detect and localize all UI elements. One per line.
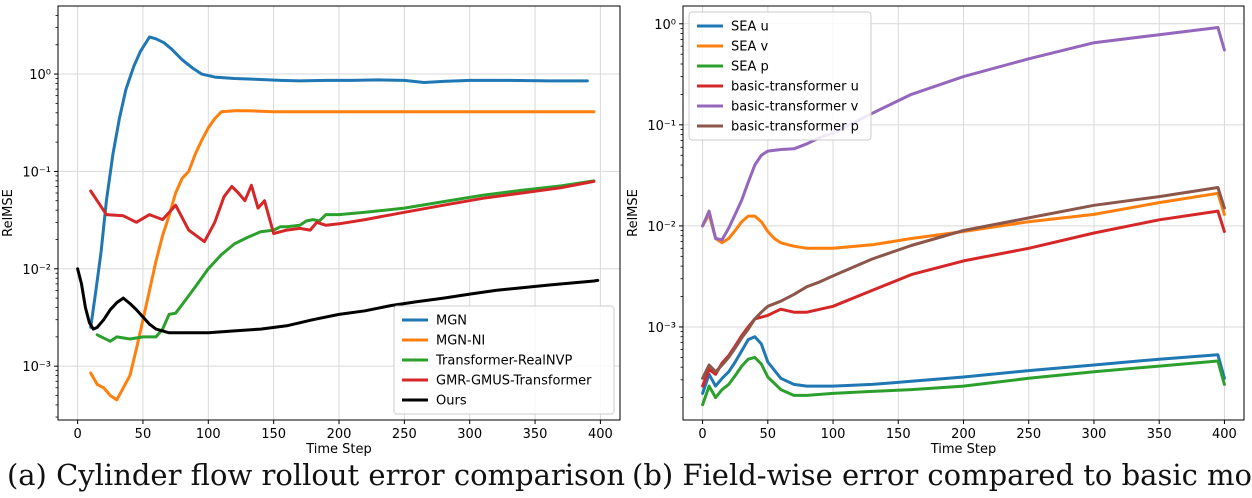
- legend-label-ours: Ours: [436, 394, 467, 409]
- legend-label-basic-transformer-v: basic-transformer v: [731, 100, 859, 115]
- y-tick-label-3: 10⁰: [654, 18, 676, 33]
- caption-b: (b) Field-wise error compared to basic m…: [632, 458, 1252, 492]
- x-tick-label-50: 50: [760, 427, 777, 442]
- x-tick-label-100: 100: [196, 427, 221, 442]
- legend-label-sea-v: SEA v: [731, 40, 768, 55]
- caption-a: (a) Cylinder flow rollout error comparis…: [6, 458, 626, 492]
- legend-label-basic-transformer-u: basic-transformer u: [731, 80, 859, 95]
- chart-panel-b: 0 50 100 150 200 250 300 350 400 10⁻³ 10⁻² 10⁻¹ 10⁰ T…: [626, 5, 1245, 457]
- series-line-sea-v: [701, 191, 1226, 250]
- x-tick-label-200: 200: [951, 427, 976, 442]
- x-tick-label-150: 150: [886, 427, 911, 442]
- x-axis-label: Time Step: [305, 442, 372, 457]
- y-tick-label-2: 10⁻¹: [647, 119, 676, 134]
- series-line-sea-u: [701, 335, 1226, 395]
- x-tick-label-200: 200: [327, 427, 352, 442]
- x-tick-label-0: 0: [698, 427, 706, 442]
- x-tick-label-50: 50: [135, 427, 152, 442]
- x-tick-label-250: 250: [1016, 427, 1041, 442]
- chart-panel-a: 0 50 100 150 200 250 300 350 400 10⁻³ 10⁻² 10⁻¹ 10⁰ T…: [1, 5, 621, 457]
- x-tick-label-100: 100: [821, 427, 846, 442]
- series-line-basic-transformer-p: [701, 186, 1226, 380]
- x-tick-label-400: 400: [588, 427, 613, 442]
- legend-label-mgn-ni: MGN-NI: [436, 334, 485, 349]
- series-line-transformer-realnvp: [95, 179, 596, 343]
- legend-box: [688, 11, 872, 141]
- legend-label-basic-transformer-p: basic-transformer p: [731, 120, 859, 135]
- legend-label-sea-u: SEA u: [731, 20, 769, 35]
- y-tick-label-1: 10⁻²: [22, 263, 51, 278]
- x-tick-label-350: 350: [523, 427, 548, 442]
- series-line-sea-p: [701, 355, 1226, 407]
- x-tick-label-400: 400: [1212, 427, 1237, 442]
- series-line-gmr-gmus-transformer: [89, 179, 596, 244]
- y-tick-label-1: 10⁻²: [647, 220, 676, 235]
- x-tick-label-300: 300: [1082, 427, 1107, 442]
- x-tick-label-350: 350: [1147, 427, 1172, 442]
- y-tick-label-3: 10⁰: [29, 68, 51, 83]
- y-axis-label: RelMSE: [1, 189, 16, 237]
- y-axis-label: RelMSE: [626, 189, 641, 237]
- series-line-ours: [76, 267, 600, 335]
- y-tick-label-0: 10⁻³: [22, 360, 51, 375]
- x-tick-label-300: 300: [457, 427, 482, 442]
- series-line-mgn-ni: [89, 109, 596, 402]
- x-tick-label-0: 0: [73, 427, 81, 442]
- legend-label-sea-p: SEA p: [731, 60, 769, 75]
- series-line-basic-transformer-v: [701, 26, 1226, 242]
- x-tick-label-250: 250: [392, 427, 417, 442]
- legend: MGN MGN-NI Transformer-RealNVP GMR-GMUS-Tra…: [393, 305, 615, 415]
- series-line-mgn: [89, 35, 589, 329]
- figure-canvas: 0 50 100 150 200 250 300 350 400 10⁻³ 10⁻² 10⁻¹ 10⁰ T…: [1, 5, 1245, 457]
- y-tick-label-0: 10⁻³: [647, 321, 676, 336]
- x-tick-label-150: 150: [261, 427, 286, 442]
- legend-box: [393, 305, 615, 415]
- legend-label-gmr-gmus-transformer: GMR-GMUS-Transformer: [436, 374, 592, 389]
- legend-label-transformer-realnvp: Transformer-RealNVP: [435, 354, 573, 369]
- legend-label-mgn: MGN: [436, 314, 467, 329]
- legend: SEA u SEA v SEA p basic-transformer u basic-…: [688, 11, 872, 141]
- x-axis-label: Time Step: [930, 442, 997, 457]
- y-tick-label-2: 10⁻¹: [22, 165, 51, 180]
